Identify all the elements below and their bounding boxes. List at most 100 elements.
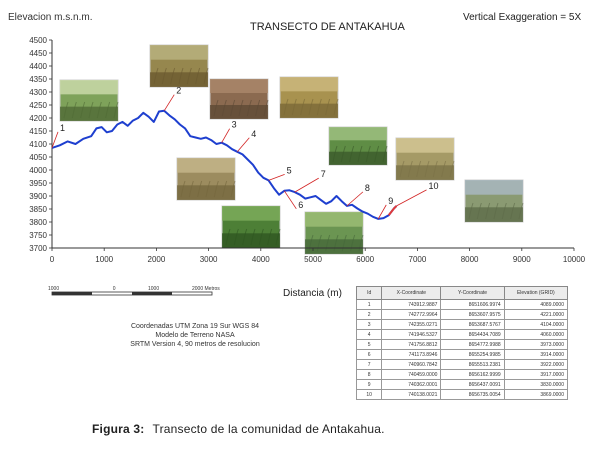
photo-hillside-2: [149, 44, 209, 88]
cell-id: 8: [355, 369, 383, 380]
y-tick-label: 3850: [29, 205, 47, 214]
cell-elevation: 3973.0000: [503, 339, 569, 350]
y-axis-title: Elevacion m.s.n.m.: [8, 12, 93, 23]
x-tick-label: 5000: [304, 255, 322, 264]
header-elevation: Elevation (GRID): [503, 286, 569, 300]
photo-herder-3: [209, 78, 269, 120]
cell-x: 740960.7842: [381, 359, 442, 370]
figure-caption: Figura 3: Transecto de la comunidad de An…: [92, 422, 385, 436]
annotation-leader: [237, 137, 250, 153]
elevation-profile-line: [51, 109, 398, 220]
photo-slope-10: [304, 211, 364, 255]
header-id: Id: [355, 286, 383, 300]
y-tick-label: 4450: [29, 49, 47, 58]
x-tick-label: 3000: [200, 255, 218, 264]
table-header-row: Id X-Coordinate Y-Coordinate Elevation (…: [355, 286, 569, 300]
x-tick-label: 1000: [95, 255, 113, 264]
coordinate-system-line: Coordenadas UTM Zona 19 Sur WGS 84: [130, 323, 259, 330]
annotation-label-3: 3: [232, 120, 237, 130]
photo-dry-grass-6: [395, 137, 455, 181]
annotation-label-4: 4: [251, 129, 256, 139]
x-axis-title: Distancia (m): [283, 288, 342, 299]
annotation-leader: [396, 189, 427, 207]
table-row: 10 740138.0021 8656735.0054 3869.0000: [355, 389, 569, 400]
scale-bar-label: 0: [113, 286, 116, 292]
photo-pasture-4: [279, 76, 339, 119]
photo-tussock-8: [176, 157, 236, 201]
cell-elevation: 3917.0000: [503, 369, 569, 380]
vertical-exaggeration-label: Vertical Exaggeration = 5X: [463, 12, 582, 23]
cell-y: 8653607.9575: [440, 309, 505, 320]
scale-bar-label: 2000 Metros: [192, 286, 220, 292]
cell-x: 741173.8946: [381, 349, 442, 360]
y-tick-label: 3950: [29, 179, 47, 188]
cell-y: 8656162.9999: [440, 369, 505, 380]
annotation-leader: [163, 94, 175, 111]
table-row: 4 741946.5327 8654434.7089 4060.0000: [355, 329, 569, 340]
cell-y: 8655513.2381: [440, 359, 505, 370]
cell-id: 2: [355, 309, 383, 320]
x-tick-label: 6000: [356, 255, 374, 264]
annotation-label-10: 10: [429, 181, 439, 191]
cell-y: 8651606.9974: [440, 299, 505, 310]
cell-y: 8654772.9988: [440, 339, 505, 350]
table-row: 5 741756.8812 8654772.9988 3973.0000: [355, 339, 569, 350]
cell-x: 740138.0021: [381, 389, 442, 400]
header-x-coordinate: X-Coordinate: [381, 286, 442, 300]
annotation-label-8: 8: [365, 183, 370, 193]
scale-bar-label: 1000: [48, 286, 59, 292]
annotation-label-6: 6: [298, 200, 303, 210]
annotation-label-2: 2: [176, 86, 181, 96]
scale-bar-segment: [132, 292, 172, 295]
header-y-coordinate: Y-Coordinate: [440, 286, 505, 300]
y-tick-label: 3800: [29, 218, 47, 227]
y-tick-label: 4050: [29, 153, 47, 162]
y-tick-label: 4500: [29, 36, 47, 45]
x-tick-label: 0: [50, 255, 55, 264]
table-row: 6 741173.8946 8655254.9985 3914.0000: [355, 349, 569, 360]
x-tick-label: 2000: [148, 255, 166, 264]
cell-id: 6: [355, 349, 383, 360]
x-tick-label: 4000: [252, 255, 270, 264]
annotation-leader: [221, 128, 230, 143]
annotation-label-5: 5: [287, 165, 292, 175]
highlight-segment: [387, 205, 398, 216]
annotation-label-7: 7: [321, 169, 326, 179]
table-row: 2 742772.9964 8653607.9575 4221.0000: [355, 309, 569, 320]
cell-x: 742355.0271: [381, 319, 442, 330]
y-tick-label: 4000: [29, 166, 47, 175]
annotation-leader: [283, 190, 297, 210]
cell-id: 10: [355, 389, 383, 400]
chart-title: TRANSECTO DE ANTAKAHUA: [250, 21, 405, 33]
annotation-leader: [377, 204, 387, 220]
coordinate-info: Coordenadas UTM Zona 19 Sur WGS 84 Model…: [100, 322, 290, 349]
annotation-leader: [346, 191, 364, 207]
cell-x: 740362.0001: [381, 379, 442, 390]
cell-id: 5: [355, 339, 383, 350]
y-tick-label: 4250: [29, 101, 47, 110]
annotation-leader: [294, 177, 319, 193]
cell-id: 7: [355, 359, 383, 370]
y-tick-label: 4350: [29, 75, 47, 84]
x-tick-label: 10000: [563, 255, 586, 264]
y-tick-label: 4400: [29, 62, 47, 71]
cell-id: 4: [355, 329, 383, 340]
x-tick-label: 8000: [461, 255, 479, 264]
cell-elevation: 3830.0000: [503, 379, 569, 390]
photo-shrubs-9: [221, 205, 281, 249]
annotation-label-9: 9: [388, 196, 393, 206]
coordinates-table: Id X-Coordinate Y-Coordinate Elevation (…: [355, 286, 569, 400]
srtm-version-line: SRTM Version 4, 90 metros de resolucion: [130, 341, 260, 348]
cell-elevation: 3869.0000: [503, 389, 569, 400]
cell-y: 8654434.7089: [440, 329, 505, 340]
table-row: 9 740362.0001 8656437.0091 3830.0000: [355, 379, 569, 390]
scale-bar-segment: [52, 292, 92, 295]
y-tick-label: 3750: [29, 231, 47, 240]
cell-elevation: 4089.0000: [503, 299, 569, 310]
table-row: 3 742355.0271 8653687.5767 4104.0000: [355, 319, 569, 330]
x-tick-label: 7000: [409, 255, 427, 264]
cell-x: 740459.0000: [381, 369, 442, 380]
cell-elevation: 3914.0000: [503, 349, 569, 360]
cell-x: 741946.5327: [381, 329, 442, 340]
